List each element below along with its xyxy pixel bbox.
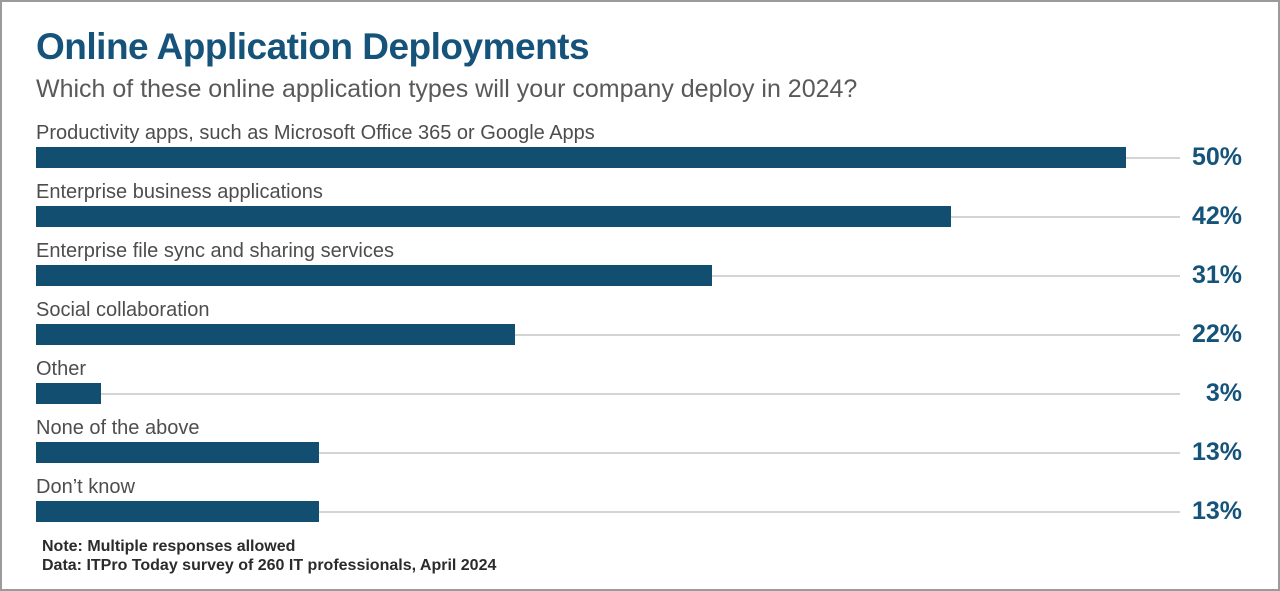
bar-row: Don’t know 13% [36, 474, 1242, 525]
category-label: Enterprise file sync and sharing service… [36, 240, 394, 262]
note-line: Note: Multiple responses allowed [42, 538, 296, 555]
bar [36, 147, 1126, 168]
category-label: Other [36, 358, 87, 380]
axis-track-line [36, 392, 1180, 395]
axis-track-line [36, 510, 1180, 513]
bar [36, 442, 320, 463]
bar [36, 383, 102, 404]
bar-row: Enterprise file sync and sharing service… [36, 238, 1242, 289]
bar [36, 206, 952, 227]
bar [36, 265, 712, 286]
bar-row: Other 3% [36, 356, 1242, 407]
chart-subtitle: Which of these online application types … [36, 75, 858, 103]
bar-row: None of the above 13% [36, 415, 1242, 466]
axis-track-line [36, 451, 1180, 454]
value-label: 31% [1191, 261, 1242, 289]
bar [36, 501, 320, 522]
value-label: 3% [1205, 379, 1242, 407]
category-label: Social collaboration [36, 299, 210, 321]
category-label: None of the above [36, 417, 200, 439]
source-line: Data: ITPro Today survey of 260 IT profe… [42, 557, 497, 574]
axis-track-line [36, 333, 1180, 336]
category-label: Productivity apps, such as Microsoft Off… [36, 122, 595, 144]
bar-row: Social collaboration 22% [36, 297, 1242, 348]
bar-chart: Productivity apps, such as Microsoft Off… [36, 120, 1242, 525]
value-label: 42% [1191, 202, 1242, 230]
bar-row: Enterprise business applications 42% [36, 179, 1242, 230]
value-label: 13% [1191, 438, 1242, 466]
value-label: 22% [1191, 320, 1242, 348]
value-label: 13% [1191, 497, 1242, 525]
value-label: 50% [1191, 143, 1242, 171]
bar-row: Productivity apps, such as Microsoft Off… [36, 120, 1242, 171]
category-label: Enterprise business applications [36, 181, 323, 203]
chart-title: Online Application Deployments [36, 26, 590, 67]
bar [36, 324, 516, 345]
chart-notes: Note: Multiple responses allowed Data: I… [36, 538, 1242, 575]
category-label: Don’t know [36, 476, 135, 498]
